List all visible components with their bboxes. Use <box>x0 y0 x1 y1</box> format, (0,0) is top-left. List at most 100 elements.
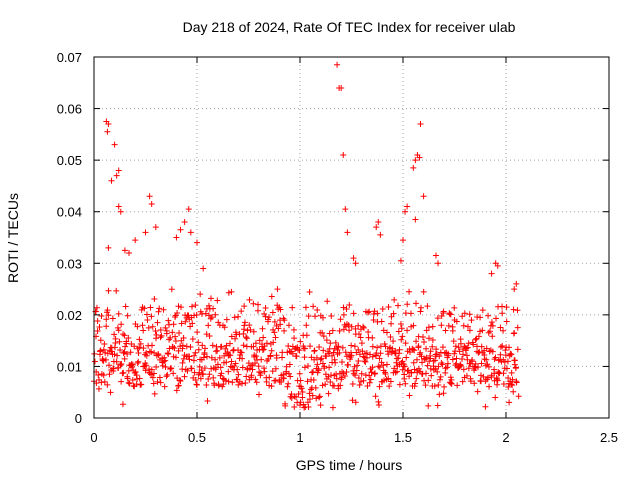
data-point <box>209 314 216 321</box>
data-point <box>335 343 342 350</box>
data-point <box>106 371 113 378</box>
data-point <box>169 344 176 351</box>
data-point <box>436 353 443 360</box>
data-point <box>437 373 444 380</box>
data-point <box>239 364 246 371</box>
data-point <box>274 286 281 293</box>
data-point <box>272 334 279 341</box>
data-point <box>148 366 155 373</box>
data-point <box>143 352 150 359</box>
data-point <box>486 383 493 390</box>
data-point <box>464 344 471 351</box>
data-point <box>375 363 382 370</box>
data-point <box>202 345 209 352</box>
data-point <box>124 312 131 319</box>
data-point <box>489 322 496 329</box>
data-point <box>270 339 277 346</box>
data-point <box>154 319 161 326</box>
data-point <box>410 346 417 353</box>
data-point <box>225 368 232 375</box>
data-point <box>429 343 436 350</box>
data-point <box>338 374 345 381</box>
data-point <box>388 320 395 327</box>
y-tick-label: 0.04 <box>57 205 82 220</box>
data-point <box>425 335 432 342</box>
data-point <box>212 356 219 363</box>
data-point <box>164 371 171 378</box>
data-point <box>454 382 461 389</box>
data-point <box>214 297 221 304</box>
data-point <box>200 371 207 378</box>
data-point <box>424 303 431 310</box>
data-point <box>466 327 473 334</box>
data-point <box>200 265 207 272</box>
data-point <box>390 310 397 317</box>
data-point <box>451 304 458 311</box>
data-point <box>349 381 356 388</box>
data-point <box>216 354 223 361</box>
data-point <box>463 372 470 379</box>
data-point <box>299 394 306 401</box>
data-point <box>440 390 447 397</box>
data-point <box>243 335 250 342</box>
data-point <box>154 378 161 385</box>
data-point <box>266 374 273 381</box>
data-point <box>418 304 425 311</box>
data-point <box>442 327 449 334</box>
data-point <box>357 378 364 385</box>
data-point <box>452 343 459 350</box>
data-point <box>113 172 120 179</box>
data-point <box>296 370 303 377</box>
data-point <box>102 356 109 363</box>
data-point <box>423 345 430 352</box>
data-point <box>457 340 464 347</box>
data-point <box>140 345 147 352</box>
y-axis-label: ROTI / TECUs <box>5 193 21 283</box>
data-point <box>136 336 143 343</box>
data-point <box>463 345 470 352</box>
data-point <box>395 328 402 335</box>
data-point <box>111 351 118 358</box>
data-point <box>205 376 212 383</box>
x-tick-label: 0 <box>90 430 97 445</box>
data-point <box>320 347 327 354</box>
data-point <box>136 344 143 351</box>
data-point <box>401 363 408 370</box>
data-point <box>131 343 138 350</box>
data-point <box>105 244 112 251</box>
data-point <box>492 394 499 401</box>
data-point <box>261 310 268 317</box>
data-point <box>511 286 518 293</box>
data-point <box>485 363 492 370</box>
data-point <box>291 335 298 342</box>
data-point <box>177 226 184 233</box>
data-point <box>205 312 212 319</box>
data-point <box>133 372 140 379</box>
data-point <box>509 382 516 389</box>
data-point <box>103 323 110 330</box>
data-point <box>306 396 313 403</box>
data-point <box>241 303 248 310</box>
data-point <box>434 402 441 409</box>
data-point <box>235 371 242 378</box>
data-point <box>378 318 385 325</box>
data-point <box>362 372 369 379</box>
data-point <box>439 361 446 368</box>
data-point <box>246 296 253 303</box>
data-point <box>142 229 149 236</box>
data-point <box>310 369 317 376</box>
data-point <box>94 318 101 325</box>
data-point <box>508 351 515 358</box>
data-point <box>305 313 312 320</box>
data-point <box>323 353 330 360</box>
data-point <box>273 355 280 362</box>
data-point <box>218 370 225 377</box>
tick-labels: 0 0.5 1 1.5 2 2.5 0 0.01 0.02 0.03 0.04 0.05 0.06 0.0… <box>57 50 618 445</box>
data-point <box>306 390 313 397</box>
data-point <box>407 310 414 317</box>
data-point <box>172 354 179 361</box>
data-point <box>410 322 417 329</box>
data-point <box>502 352 509 359</box>
data-point <box>199 342 206 349</box>
